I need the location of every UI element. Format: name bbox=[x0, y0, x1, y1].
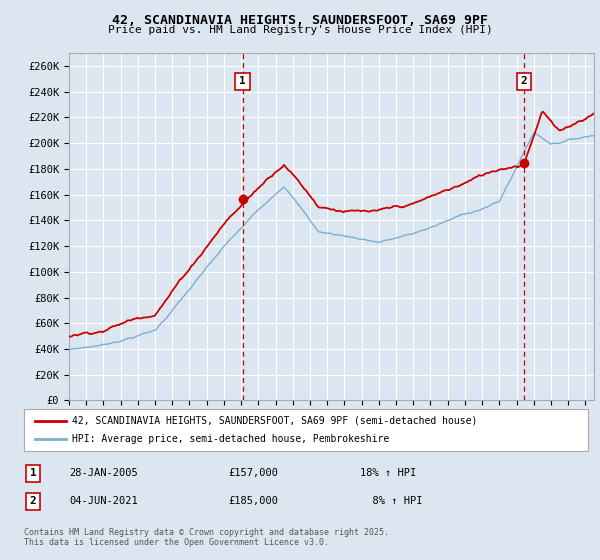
Text: £157,000: £157,000 bbox=[228, 468, 278, 478]
Text: 42, SCANDINAVIA HEIGHTS, SAUNDERSFOOT, SA69 9PF: 42, SCANDINAVIA HEIGHTS, SAUNDERSFOOT, S… bbox=[112, 14, 488, 27]
Text: 42, SCANDINAVIA HEIGHTS, SAUNDERSFOOT, SA69 9PF (semi-detached house): 42, SCANDINAVIA HEIGHTS, SAUNDERSFOOT, S… bbox=[72, 416, 478, 426]
Text: Contains HM Land Registry data © Crown copyright and database right 2025.
This d: Contains HM Land Registry data © Crown c… bbox=[24, 528, 389, 547]
Text: 1: 1 bbox=[239, 77, 246, 86]
Text: HPI: Average price, semi-detached house, Pembrokeshire: HPI: Average price, semi-detached house,… bbox=[72, 434, 389, 444]
Text: 1: 1 bbox=[29, 468, 37, 478]
Text: 28-JAN-2005: 28-JAN-2005 bbox=[69, 468, 138, 478]
Text: 2: 2 bbox=[520, 77, 527, 86]
Text: 04-JUN-2021: 04-JUN-2021 bbox=[69, 496, 138, 506]
Text: 18% ↑ HPI: 18% ↑ HPI bbox=[360, 468, 416, 478]
Text: £185,000: £185,000 bbox=[228, 496, 278, 506]
Text: 8% ↑ HPI: 8% ↑ HPI bbox=[360, 496, 422, 506]
Text: 2: 2 bbox=[29, 496, 37, 506]
Text: Price paid vs. HM Land Registry's House Price Index (HPI): Price paid vs. HM Land Registry's House … bbox=[107, 25, 493, 35]
